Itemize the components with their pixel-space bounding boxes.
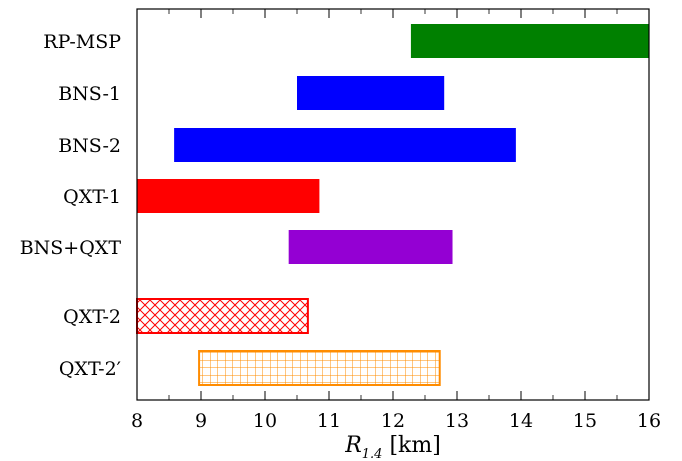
bar-bns-2: [174, 128, 516, 162]
x-tick-label-11: 11: [317, 410, 341, 432]
category-label-bns-1: BNS-1: [58, 83, 121, 105]
category-label-qxt-2: QXT-2: [63, 306, 121, 328]
category-label-qxt-2: QXT-2′: [59, 358, 121, 380]
category-label-rp-msp: RP-MSP: [43, 31, 121, 53]
x-tick-label-9: 9: [195, 410, 207, 432]
category-label-bns-qxt: BNS+QXT: [20, 237, 122, 259]
x-axis-label: R1.4 [km]: [344, 433, 441, 461]
bar-qxt-2: [198, 350, 441, 386]
x-tick-label-13: 13: [445, 410, 469, 432]
bar-qxt-2: [136, 298, 309, 334]
x-axis-ticks: 8 9 10 11 12 13 14 15 16: [131, 9, 661, 432]
range-bars: [136, 24, 649, 386]
bar-bns-qxt: [288, 230, 453, 264]
bar-qxt-1: [137, 179, 320, 213]
x-tick-label-15: 15: [573, 410, 597, 432]
category-label-qxt-1: QXT-1: [63, 186, 121, 208]
x-tick-label-8: 8: [131, 410, 143, 432]
bar-rp-msp: [410, 24, 649, 58]
category-label-bns-2: BNS-2: [58, 135, 121, 157]
bar-bns-1: [297, 76, 445, 110]
x-tick-label-12: 12: [381, 410, 405, 432]
x-tick-label-10: 10: [253, 410, 277, 432]
category-labels: RP-MSP BNS-1 BNS-2 QXT-1 BNS+QXT QXT-2 QXT-2′: [20, 31, 122, 380]
x-tick-label-16: 16: [637, 410, 661, 432]
x-tick-label-14: 14: [509, 410, 533, 432]
